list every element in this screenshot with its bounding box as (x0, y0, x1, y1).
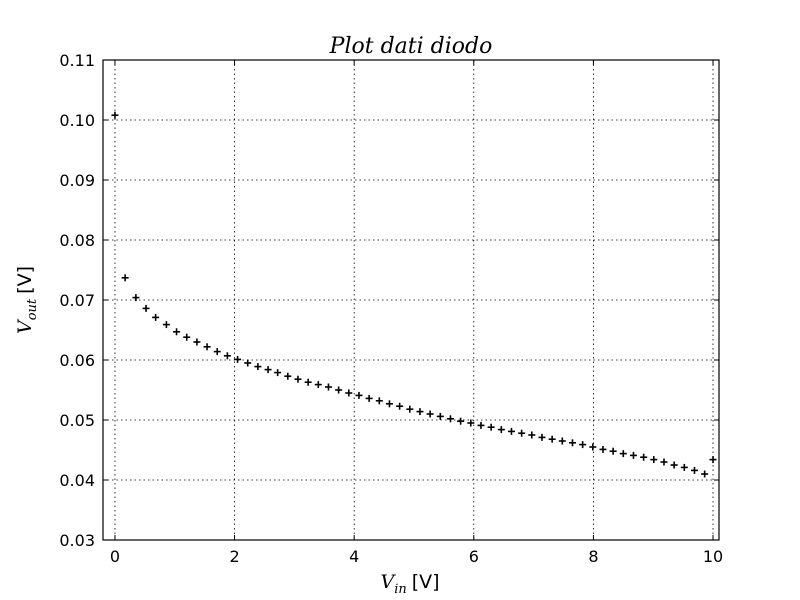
data-point (497, 426, 505, 434)
data-point (426, 410, 434, 418)
y-tick-label: 0.05 (59, 411, 95, 430)
x-tick-label: 6 (469, 547, 479, 566)
x-tick-label: 10 (703, 547, 723, 566)
data-point (589, 443, 597, 451)
data-point (335, 386, 343, 394)
data-point (457, 417, 465, 425)
data-point (264, 366, 272, 374)
data-point (234, 355, 242, 363)
data-point (680, 463, 688, 471)
data-point (709, 456, 717, 464)
x-tick-labels: 0 2 4 6 8 10 (110, 547, 723, 566)
data-point (294, 375, 302, 383)
y-tick-label: 0.09 (59, 171, 95, 190)
data-point (436, 412, 444, 420)
data-point (507, 427, 515, 435)
y-tick-label: 0.06 (59, 351, 95, 370)
data-point (314, 381, 322, 389)
y-tick-label: 0.10 (59, 111, 95, 130)
data-point (111, 111, 119, 119)
data-point (385, 400, 393, 408)
data-point (477, 421, 485, 429)
data-point (173, 328, 181, 336)
data-point (548, 435, 556, 443)
data-point (223, 352, 231, 360)
x-tick-label: 4 (349, 547, 359, 566)
x-axis-unit: [V] (412, 571, 440, 593)
data-point (650, 456, 658, 464)
data-point (193, 338, 201, 346)
chart-title: Plot dati diodo (329, 34, 493, 59)
data-point (162, 321, 170, 329)
data-point (284, 372, 292, 380)
data-point (121, 274, 129, 282)
data-point (528, 431, 536, 439)
data-point (690, 466, 698, 474)
y-tick-label: 0.03 (59, 531, 95, 550)
x-axis-label: Vin [V] (380, 571, 439, 597)
data-point (599, 445, 607, 453)
data-point (538, 433, 546, 441)
y-tick-labels: 0.03 0.04 0.05 0.06 0.07 0.08 0.09 0.10 0.11 (59, 51, 95, 550)
x-tick-label: 2 (229, 547, 239, 566)
data-point (579, 441, 587, 449)
data-point (142, 304, 150, 312)
y-tick-label: 0.04 (59, 471, 95, 490)
data-point (152, 313, 160, 321)
y-axis-subscript: out (25, 298, 40, 320)
data-point (629, 451, 637, 459)
data-point (568, 439, 576, 447)
data-point (467, 419, 475, 427)
data-series (111, 111, 717, 478)
data-point (213, 348, 221, 356)
data-point (558, 437, 566, 445)
x-tick-label: 0 (110, 547, 120, 566)
data-point (304, 378, 312, 386)
data-point (396, 402, 404, 410)
data-point (244, 359, 252, 367)
data-point (406, 405, 414, 413)
data-point (640, 453, 648, 461)
y-tick-label: 0.11 (59, 51, 95, 70)
data-point (132, 294, 140, 302)
data-point (203, 343, 211, 351)
data-point (518, 429, 526, 437)
y-axis-label: Vout [V] (14, 266, 40, 334)
data-point (183, 333, 191, 341)
x-axis-symbol: V (380, 571, 396, 593)
y-tick-label: 0.07 (59, 291, 95, 310)
y-axis-unit: [V] (14, 266, 36, 294)
plot-frame (102, 59, 720, 541)
data-point (446, 415, 454, 423)
y-tick-label: 0.08 (59, 231, 95, 250)
y-axis-symbol: V (14, 318, 36, 334)
data-point (609, 447, 617, 455)
x-tick-label: 8 (588, 547, 598, 566)
x-axis-subscript: in (394, 582, 407, 597)
data-point (324, 383, 332, 391)
data-point (365, 394, 373, 402)
data-point (274, 369, 282, 377)
data-point (254, 363, 262, 371)
data-point (355, 391, 363, 399)
data-point (375, 397, 383, 405)
data-point (416, 408, 424, 416)
data-point (487, 423, 495, 431)
data-point (619, 450, 627, 458)
data-point (660, 458, 668, 466)
data-point (345, 389, 353, 397)
data-point (701, 470, 709, 478)
data-point (670, 461, 678, 469)
